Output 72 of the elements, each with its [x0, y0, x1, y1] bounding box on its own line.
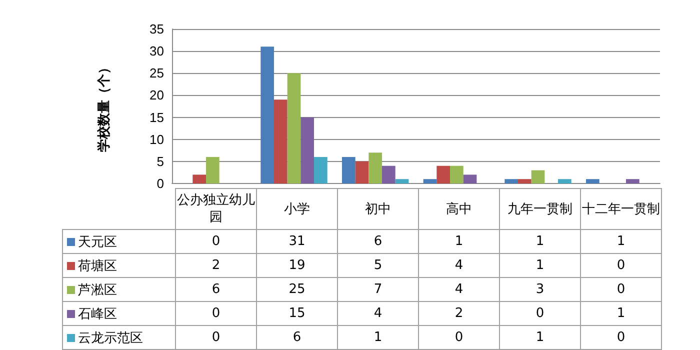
data-label: 4	[418, 278, 500, 302]
y-tick-label: 10	[150, 132, 164, 147]
x-tick-label: 初中	[338, 188, 418, 230]
data-label: 1	[338, 326, 418, 350]
data-label: 19	[256, 254, 338, 278]
data-label: 5	[338, 254, 418, 278]
legend-label: 云龙示范区	[78, 330, 143, 346]
data-label: 0	[176, 230, 256, 254]
data-label: 1	[580, 230, 662, 254]
y-tick-label: 5	[156, 154, 164, 169]
bar	[192, 174, 206, 184]
y-axis-title: 学校数量（个）	[96, 60, 111, 152]
data-label: 15	[256, 302, 338, 326]
legend-label: 石峰区	[78, 306, 117, 322]
data-label: 25	[256, 278, 338, 302]
y-tick-label: 20	[150, 88, 164, 103]
bar	[436, 166, 450, 184]
data-label: 0	[580, 254, 662, 278]
y-tick-label: 35	[150, 22, 164, 36]
x-tick-label: 九年一贯制	[500, 188, 580, 230]
bar	[287, 73, 301, 184]
bar	[314, 157, 328, 184]
x-tick-label: 公办独立幼儿园	[176, 188, 256, 230]
bar	[531, 170, 545, 184]
bar	[355, 161, 369, 184]
data-label: 4	[338, 302, 418, 326]
bar	[558, 179, 572, 184]
bar	[395, 179, 409, 184]
data-label: 1	[580, 302, 662, 326]
data-label: 0	[580, 278, 662, 302]
data-label: 1	[418, 230, 500, 254]
legend-label: 天元区	[78, 234, 117, 250]
data-label: 1	[500, 230, 580, 254]
data-label: 1	[500, 254, 580, 278]
bar	[260, 46, 274, 184]
y-tick-label: 0	[156, 176, 164, 191]
bar	[300, 117, 314, 184]
y-tick-label: 25	[150, 66, 164, 81]
data-label: 0	[580, 326, 662, 350]
data-label: 0	[176, 302, 256, 326]
data-label: 2	[176, 254, 256, 278]
data-label: 31	[256, 230, 338, 254]
data-label: 0	[176, 326, 256, 350]
bar	[450, 166, 464, 184]
data-label: 0	[418, 326, 500, 350]
data-label: 2	[418, 302, 500, 326]
bar	[586, 179, 600, 184]
x-tick-label: 高中	[418, 188, 500, 230]
data-label: 6	[256, 326, 338, 350]
bar	[368, 152, 382, 184]
x-tick-label: 十二年一贯制	[580, 188, 662, 230]
y-tick-label: 30	[150, 44, 164, 59]
bar	[626, 179, 640, 184]
bar	[382, 166, 396, 184]
data-label: 4	[418, 254, 500, 278]
bar	[504, 179, 518, 184]
x-tick-label: 小学	[256, 188, 338, 230]
data-label: 0	[500, 302, 580, 326]
bar	[206, 157, 220, 184]
data-label: 6	[176, 278, 256, 302]
data-label: 6	[338, 230, 418, 254]
bar	[463, 174, 477, 184]
bar	[274, 100, 288, 184]
data-label: 3	[500, 278, 580, 302]
bar	[518, 179, 532, 184]
bar	[423, 179, 437, 184]
data-label: 7	[338, 278, 418, 302]
data-label: 1	[500, 326, 580, 350]
legend-label: 芦淞区	[78, 282, 117, 298]
y-tick-label: 15	[150, 110, 164, 125]
legend-label: 荷塘区	[78, 258, 117, 274]
bar	[342, 157, 356, 184]
